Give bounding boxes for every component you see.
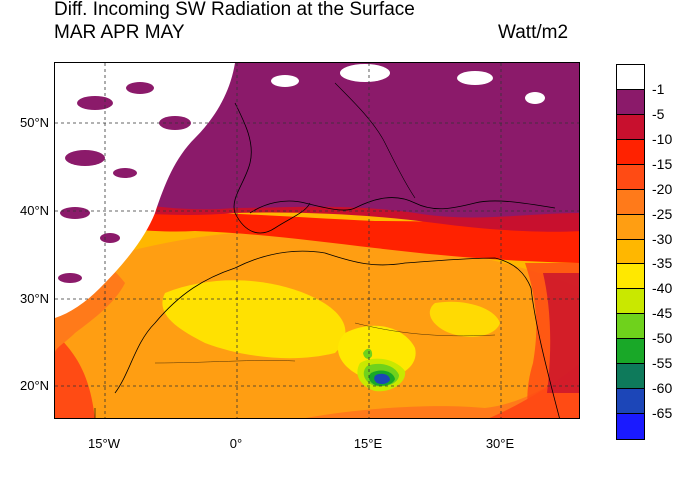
purple-blob — [58, 273, 82, 283]
field-south-orange — [305, 364, 579, 418]
graticule — [55, 63, 579, 418]
colorbar-label: -45 — [652, 305, 673, 322]
white-patch — [340, 64, 390, 82]
colorbar-swatch — [617, 164, 644, 190]
colorbar-swatch — [617, 414, 644, 439]
colorbar-label: -55 — [652, 355, 673, 372]
colorbar-label: -40 — [652, 280, 673, 297]
colorbar-swatch — [617, 114, 644, 140]
units-label: Watt/m2 — [498, 22, 569, 43]
map-panel — [54, 62, 580, 419]
colorbar-swatch — [617, 65, 644, 90]
colorbar-label: -50 — [652, 330, 673, 347]
colorbar-label: -30 — [652, 230, 673, 247]
border-line — [154, 322, 496, 364]
purple-blob — [113, 168, 137, 178]
lat-label: 40°N — [20, 203, 50, 218]
colorbar-swatch — [617, 314, 644, 340]
hotspot-core — [374, 373, 390, 384]
colorbar-swatch — [617, 239, 644, 265]
white-patch — [271, 75, 299, 87]
italy-coastline — [334, 82, 416, 199]
season-label: MAR APR MAY — [54, 22, 185, 43]
lon-label: 15°E — [353, 436, 383, 451]
field-west-red — [55, 333, 95, 418]
colorbar-label: -60 — [652, 380, 673, 397]
field-white-atlantic — [55, 63, 235, 318]
colorbar-label: -35 — [652, 255, 673, 272]
colorbar-label: -25 — [652, 205, 673, 222]
colorbar-swatch — [617, 289, 644, 315]
colorbar-label: -1 — [652, 80, 665, 97]
purple-blob — [100, 233, 120, 243]
colorbar-swatch — [617, 364, 644, 390]
white-patch — [457, 71, 493, 85]
lon-label: 30°E — [485, 436, 515, 451]
lat-label: 50°N — [20, 115, 50, 130]
colorbar-label: -5 — [652, 105, 665, 122]
purple-blob — [65, 150, 105, 166]
hotspot-north-spot — [363, 348, 373, 359]
colorbar — [616, 64, 645, 440]
lon-label: 0° — [229, 436, 243, 451]
purple-blob — [60, 207, 90, 219]
purple-blob — [126, 82, 154, 94]
europe-coastline — [249, 197, 556, 214]
colorbar-swatch — [617, 139, 644, 165]
colorbar-label: -65 — [652, 405, 673, 422]
white-patch — [525, 92, 545, 104]
lat-label: 20°N — [20, 378, 50, 393]
colorbar-swatch — [617, 389, 644, 415]
colorbar-swatch — [617, 89, 644, 115]
lon-label: 15°W — [88, 436, 120, 451]
chart-title: Diff. Incoming SW Radiation at the Surfa… — [54, 0, 415, 20]
colorbar-label: -20 — [652, 180, 673, 197]
colorbar-swatch — [617, 339, 644, 365]
iberia-coastline — [233, 102, 311, 234]
africa-coastline — [114, 250, 560, 418]
colorbar-swatch — [617, 214, 644, 240]
purple-blob — [77, 96, 113, 110]
colorbar-label: -15 — [652, 155, 673, 172]
field-yellow-east — [429, 301, 500, 337]
colorbar-swatch — [617, 264, 644, 290]
field-yellow-west — [162, 280, 346, 359]
field-coast-red — [55, 212, 579, 263]
colorbar-label: -10 — [652, 130, 673, 147]
field-red-sea — [543, 273, 579, 393]
lat-label: 30°N — [20, 291, 50, 306]
colorbar-swatch — [617, 189, 644, 215]
map-field — [55, 63, 579, 418]
